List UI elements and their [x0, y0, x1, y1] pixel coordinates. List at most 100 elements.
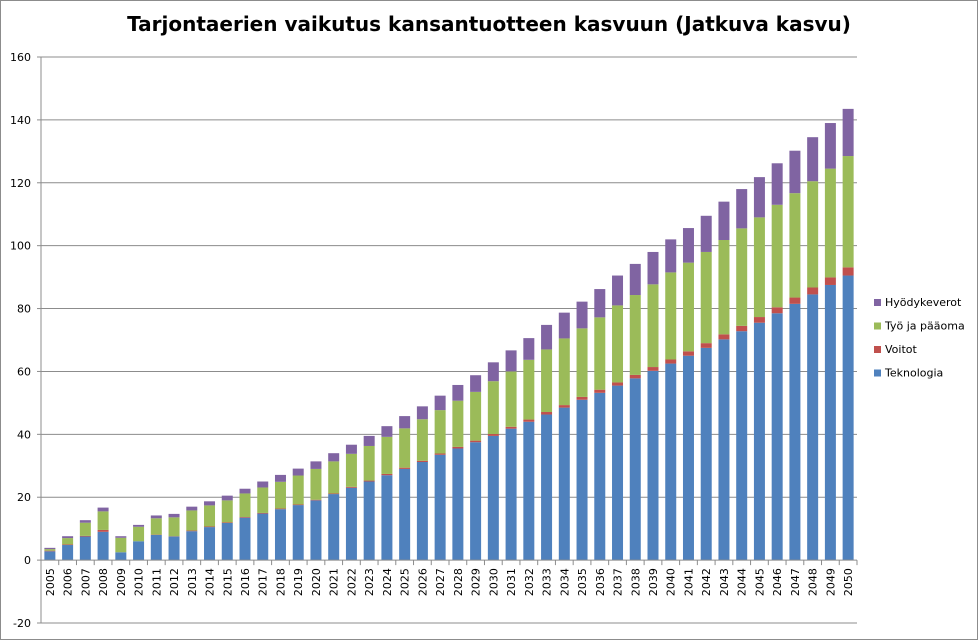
bar-segment-hy-dykeverot — [363, 435, 375, 446]
bar-segment-teknologia — [771, 313, 783, 561]
x-tick-label: 2017 — [257, 568, 270, 596]
bar-segment-teknologia — [665, 363, 677, 561]
bar-segment-voitot — [310, 499, 322, 501]
y-tick-label: 20 — [17, 491, 31, 504]
bar-segment-hy-dykeverot — [274, 474, 286, 482]
bar-segment-hy-dykeverot — [807, 137, 819, 182]
legend: Hyödykeverot Työ ja pääoma Voitot Teknologi… — [874, 296, 965, 380]
bar-segment-voitot — [753, 317, 765, 323]
bar-segment-hy-dykeverot — [594, 289, 606, 318]
bar-segment-teknologia — [239, 517, 251, 561]
x-axis-tick-labels: 2005 2006 2007 2008 2009 2010 2011 2012 2013 2014… — [44, 568, 855, 596]
bar-segment-hy-dykeverot — [789, 150, 801, 194]
bar-segment-hy-dykeverot — [150, 515, 162, 519]
bar-segment-hy-dykeverot — [700, 215, 712, 252]
bar-segment-voitot — [470, 440, 482, 443]
x-tick-label: 2022 — [345, 568, 358, 596]
bar-segment-ty-ja-p-oma — [576, 328, 588, 397]
bar-segment-hy-dykeverot — [292, 468, 304, 476]
bar-segment-hy-dykeverot — [718, 201, 730, 241]
bar-segment-voitot — [629, 374, 641, 379]
bar-segment-teknologia — [381, 475, 393, 561]
bar-segment-ty-ja-p-oma — [168, 517, 180, 537]
bar-segment-hy-dykeverot — [345, 444, 357, 454]
x-tick-label: 2045 — [753, 568, 766, 596]
bar-segment-voitot — [204, 526, 216, 528]
bar-segment-hy-dykeverot — [44, 547, 56, 550]
bar-segment-teknologia — [594, 392, 606, 561]
bar-segment-voitot — [257, 512, 269, 514]
bar-segment-hy-dykeverot — [665, 239, 677, 273]
bar-segment-voitot — [807, 287, 819, 295]
bar-segment-ty-ja-p-oma — [274, 481, 286, 509]
bar-segment-hy-dykeverot — [487, 362, 499, 382]
x-tick-label: 2032 — [523, 568, 536, 596]
x-tick-label: 2020 — [310, 568, 323, 596]
bar-segment-ty-ja-p-oma — [807, 181, 819, 288]
bar-segment-teknologia — [79, 536, 91, 561]
bar-segment-teknologia — [115, 552, 127, 561]
bar-segment-teknologia — [399, 468, 411, 561]
x-tick-label: 2008 — [97, 568, 110, 596]
bar-segment-teknologia — [576, 399, 588, 561]
bar-segment-ty-ja-p-oma — [363, 445, 375, 481]
x-tick-label: 2023 — [363, 568, 376, 596]
bar-segment-hy-dykeverot — [133, 524, 145, 527]
bar-segment-teknologia — [505, 428, 517, 561]
bar-segment-hy-dykeverot — [97, 507, 109, 512]
x-tick-label: 2010 — [133, 568, 146, 596]
bar-segment-ty-ja-p-oma — [452, 400, 464, 447]
bar-segment-teknologia — [523, 421, 535, 561]
x-tick-label: 2037 — [612, 568, 625, 596]
x-tick-label: 2040 — [665, 568, 678, 596]
gridlines — [41, 56, 857, 624]
bar-segment-ty-ja-p-oma — [381, 436, 393, 474]
bar-segment-voitot — [700, 343, 712, 348]
bar-segment-voitot — [416, 460, 428, 463]
bar-segment-teknologia — [700, 347, 712, 561]
bar-segment-teknologia — [133, 541, 145, 561]
bar-segment-teknologia — [257, 513, 269, 561]
bar-segment-ty-ja-p-oma — [79, 522, 91, 536]
bar-segment-ty-ja-p-oma — [541, 349, 553, 413]
x-tick-label: 2005 — [44, 568, 57, 596]
bar-segment-hy-dykeverot — [399, 416, 411, 429]
bar-segment-voitot — [594, 389, 606, 393]
x-tick-label: 2044 — [736, 568, 749, 596]
y-axis-tick-labels: -20 0 20 40 60 80 100 120 140 160 — [10, 51, 31, 630]
bar-segment-teknologia — [363, 481, 375, 561]
bar-segment-hy-dykeverot — [842, 108, 854, 157]
x-tick-label: 2035 — [576, 568, 589, 596]
bar-segment-voitot — [558, 405, 570, 408]
bar-segment-hy-dykeverot — [328, 453, 340, 462]
bar-segment-hy-dykeverot — [186, 506, 198, 511]
bar-segment-hy-dykeverot — [168, 513, 180, 518]
x-tick-label: 2007 — [79, 568, 92, 596]
x-tick-label: 2041 — [682, 568, 695, 596]
bar-segment-voitot — [541, 412, 553, 415]
x-tick-label: 2012 — [168, 568, 181, 596]
bar-segment-teknologia — [629, 378, 641, 561]
bar-segment-ty-ja-p-oma — [115, 537, 127, 553]
bar-segment-ty-ja-p-oma — [257, 487, 269, 513]
x-tick-label: 2026 — [416, 568, 429, 596]
bar-segment-teknologia — [807, 294, 819, 561]
bar-segment-voitot — [363, 480, 375, 482]
bar-segment-teknologia — [345, 487, 357, 561]
bar-segment-voitot — [186, 530, 198, 532]
x-tick-label: 2034 — [558, 568, 571, 596]
bar-segment-ty-ja-p-oma — [789, 193, 801, 298]
bar-segment-hy-dykeverot — [470, 375, 482, 392]
bar-segment-voitot — [682, 351, 694, 356]
bar-segment-ty-ja-p-oma — [594, 317, 606, 390]
legend-label: Hyödykeverot — [885, 296, 962, 309]
bar-segment-teknologia — [470, 442, 482, 561]
bar-segment-teknologia — [150, 534, 162, 561]
bar-segment-voitot — [292, 504, 304, 506]
x-tick-label: 2042 — [700, 568, 713, 596]
bar-segment-ty-ja-p-oma — [44, 549, 56, 551]
bar-segment-voitot — [576, 396, 588, 400]
bar-segment-voitot — [771, 307, 783, 314]
bar-segment-ty-ja-p-oma — [718, 240, 730, 335]
bar-segment-hy-dykeverot — [505, 350, 517, 372]
